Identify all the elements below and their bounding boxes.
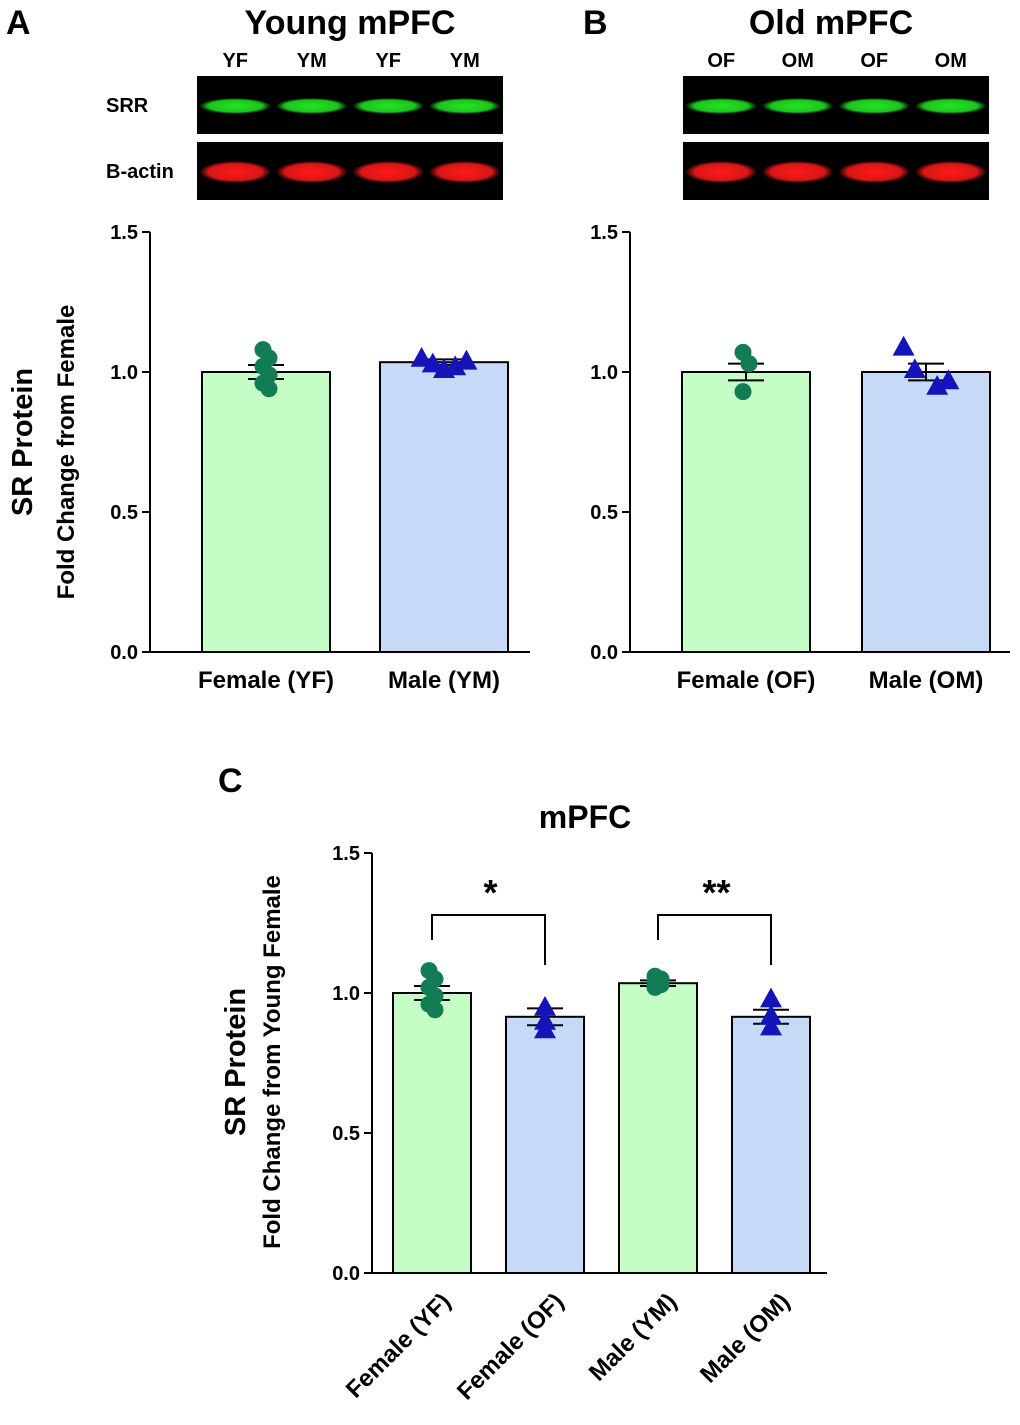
bar xyxy=(618,982,698,1274)
bar xyxy=(731,1015,811,1274)
lane-label: OF xyxy=(860,50,888,72)
panel-letter: C xyxy=(218,762,243,800)
y-tick-label: 0.0 xyxy=(332,1263,360,1285)
lane-label: YM xyxy=(450,50,480,72)
data-point-triangle xyxy=(760,1004,782,1025)
blot-band xyxy=(199,161,272,183)
data-point-triangle xyxy=(892,335,915,356)
data-point-triangle xyxy=(534,1018,556,1039)
panel-letter: B xyxy=(583,4,608,42)
blot-band xyxy=(914,161,987,183)
data-point-circle xyxy=(740,355,758,373)
blot-band xyxy=(275,98,348,114)
bar xyxy=(379,361,509,653)
y-tick-label: 0.5 xyxy=(110,502,138,524)
panel-letter: A xyxy=(6,4,31,42)
x-category-label: Male (OM) xyxy=(695,1288,795,1388)
significance-bracket xyxy=(657,914,772,965)
lane-label: OM xyxy=(782,50,814,72)
y-tick-label: 1.0 xyxy=(332,983,360,1005)
y-axis-subtitle: Fold Change from Female xyxy=(53,305,80,600)
blot-band xyxy=(352,161,425,183)
y-tick-label: 0.5 xyxy=(332,1123,360,1145)
bar xyxy=(505,1015,585,1274)
blot-row-label: B-actin xyxy=(106,161,174,183)
data-point-triangle xyxy=(534,996,556,1016)
data-point-circle xyxy=(646,978,664,996)
data-point-triangle xyxy=(455,349,478,370)
y-tick-label: 0.5 xyxy=(590,502,618,524)
blot-title: Old mPFC xyxy=(749,4,913,42)
blot-band xyxy=(838,98,911,114)
data-point-triangle xyxy=(937,369,960,390)
blot-row-label: SRR xyxy=(106,95,149,117)
blot-band xyxy=(352,98,425,114)
blot-band xyxy=(761,98,834,114)
bar xyxy=(861,371,991,653)
y-tick-label: 0.0 xyxy=(590,642,618,664)
lane-label: YF xyxy=(222,50,248,72)
blot-band xyxy=(685,98,758,114)
data-point-triangle xyxy=(926,375,949,395)
data-point-triangle xyxy=(903,358,926,378)
blot-band xyxy=(275,161,348,183)
blot-band xyxy=(914,98,987,114)
y-tick-label: 1.0 xyxy=(110,362,138,384)
y-tick-label: 1.5 xyxy=(110,222,138,244)
x-category-label: Male (OM) xyxy=(869,667,984,694)
data-point-circle xyxy=(734,383,752,401)
data-point-triangle xyxy=(410,347,433,367)
significance-label: * xyxy=(483,872,497,913)
y-tick-label: 1.5 xyxy=(590,222,618,244)
y-tick-label: 0.0 xyxy=(110,642,138,664)
lane-label: OF xyxy=(707,50,735,72)
chart-group: 0.0 0.5 1.0 1.5 Female (YF) Male (YM) xyxy=(110,222,530,694)
data-point-triangle xyxy=(433,358,455,378)
y-axis-title: SR Protein xyxy=(7,368,39,516)
blot-band xyxy=(761,161,834,183)
lane-label: YF xyxy=(375,50,401,72)
lane-label: OM xyxy=(935,50,967,72)
bar xyxy=(681,371,811,653)
data-point-triangle xyxy=(760,987,782,1008)
significance-label: ** xyxy=(702,872,730,913)
data-point-circle xyxy=(260,380,278,398)
x-category-label: Male (YM) xyxy=(388,667,500,694)
significance-bracket xyxy=(431,914,546,965)
blot-band xyxy=(685,161,758,183)
data-point-triangle xyxy=(421,352,444,373)
chart-group: 0.0 0.5 1.0 1.5 Female (OF) Male (OM) xyxy=(590,222,1010,694)
bar xyxy=(392,992,472,1274)
x-category-label: Female (YF) xyxy=(341,1288,456,1403)
y-tick-label: 1.0 xyxy=(590,362,618,384)
lane-label: YM xyxy=(297,50,327,72)
blot-band xyxy=(199,98,272,114)
data-point-triangle xyxy=(760,1015,782,1036)
x-category-label: Female (OF) xyxy=(677,667,816,694)
blot-band xyxy=(838,161,911,183)
data-point-circle xyxy=(426,1001,444,1019)
blot-band xyxy=(428,98,501,114)
y-axis-subtitle: Fold Change from Young Female xyxy=(259,875,286,1249)
x-category-label: Male (YM) xyxy=(584,1288,682,1386)
bar xyxy=(201,371,331,653)
y-axis-title: SR Protein xyxy=(220,988,252,1136)
y-tick-label: 1.5 xyxy=(332,843,360,865)
blot-band xyxy=(428,161,501,183)
x-category-label: Female (YF) xyxy=(198,667,334,694)
chart-title: mPFC xyxy=(539,799,631,835)
x-category-label: Female (OF) xyxy=(452,1288,569,1405)
blot-title: Young mPFC xyxy=(245,4,456,42)
